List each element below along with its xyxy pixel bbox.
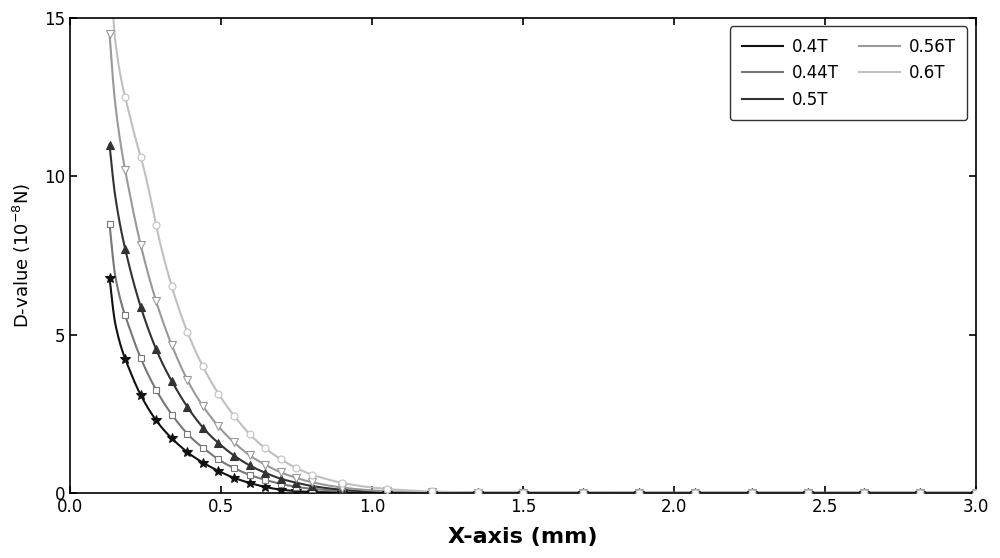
- 0.4T: [656, 489, 668, 496]
- 0.56T: [655, 489, 667, 496]
- 0.56T: [970, 489, 982, 496]
- 0.44T: [630, 489, 642, 496]
- Y-axis label: D-value (10$^{-8}$N): D-value (10$^{-8}$N): [11, 183, 33, 328]
- 0.56T: [157, 318, 169, 324]
- Line: 0.6T: 0.6T: [110, 0, 976, 493]
- 0.44T: [656, 489, 668, 496]
- 0.44T: [518, 489, 530, 496]
- 0.5T: [608, 489, 620, 496]
- 0.56T: [762, 489, 774, 496]
- 0.44T: [104, 220, 116, 227]
- Line: 0.44T: 0.44T: [110, 224, 976, 493]
- 0.4T: [518, 489, 530, 496]
- 0.6T: [655, 489, 667, 496]
- 0.56T: [629, 489, 641, 496]
- 0.6T: [629, 489, 641, 496]
- 0.5T: [630, 489, 642, 496]
- Legend: 0.4T, 0.44T, 0.5T, 0.56T, 0.6T: 0.4T, 0.44T, 0.5T, 0.56T, 0.6T: [730, 26, 967, 121]
- 0.6T: [762, 489, 774, 496]
- 0.5T: [157, 360, 169, 367]
- 0.4T: [762, 489, 774, 496]
- 0.44T: [157, 397, 169, 404]
- 0.4T: [104, 275, 116, 281]
- Line: 0.56T: 0.56T: [110, 34, 976, 493]
- 0.6T: [970, 489, 982, 496]
- 0.44T: [970, 489, 982, 496]
- 0.44T: [850, 489, 862, 496]
- Line: 0.4T: 0.4T: [110, 278, 976, 493]
- 0.5T: [850, 489, 862, 496]
- 0.56T: [104, 31, 116, 37]
- 0.56T: [850, 489, 862, 496]
- 0.5T: [656, 489, 668, 496]
- 0.44T: [608, 489, 620, 496]
- 0.4T: [970, 489, 982, 496]
- X-axis label: X-axis (mm): X-axis (mm): [448, 527, 598, 547]
- 0.6T: [850, 489, 862, 496]
- 0.4T: [850, 489, 862, 496]
- 0.4T: [157, 425, 169, 432]
- 0.6T: [157, 250, 169, 257]
- 0.44T: [762, 489, 774, 496]
- 0.56T: [668, 489, 680, 496]
- 0.6T: [668, 489, 680, 496]
- 0.6T: [607, 489, 619, 496]
- 0.4T: [630, 489, 642, 496]
- 0.5T: [104, 141, 116, 148]
- 0.5T: [762, 489, 774, 496]
- 0.5T: [548, 489, 560, 496]
- Line: 0.5T: 0.5T: [110, 145, 976, 493]
- 0.4T: [608, 489, 620, 496]
- 0.56T: [607, 489, 619, 496]
- 0.5T: [970, 489, 982, 496]
